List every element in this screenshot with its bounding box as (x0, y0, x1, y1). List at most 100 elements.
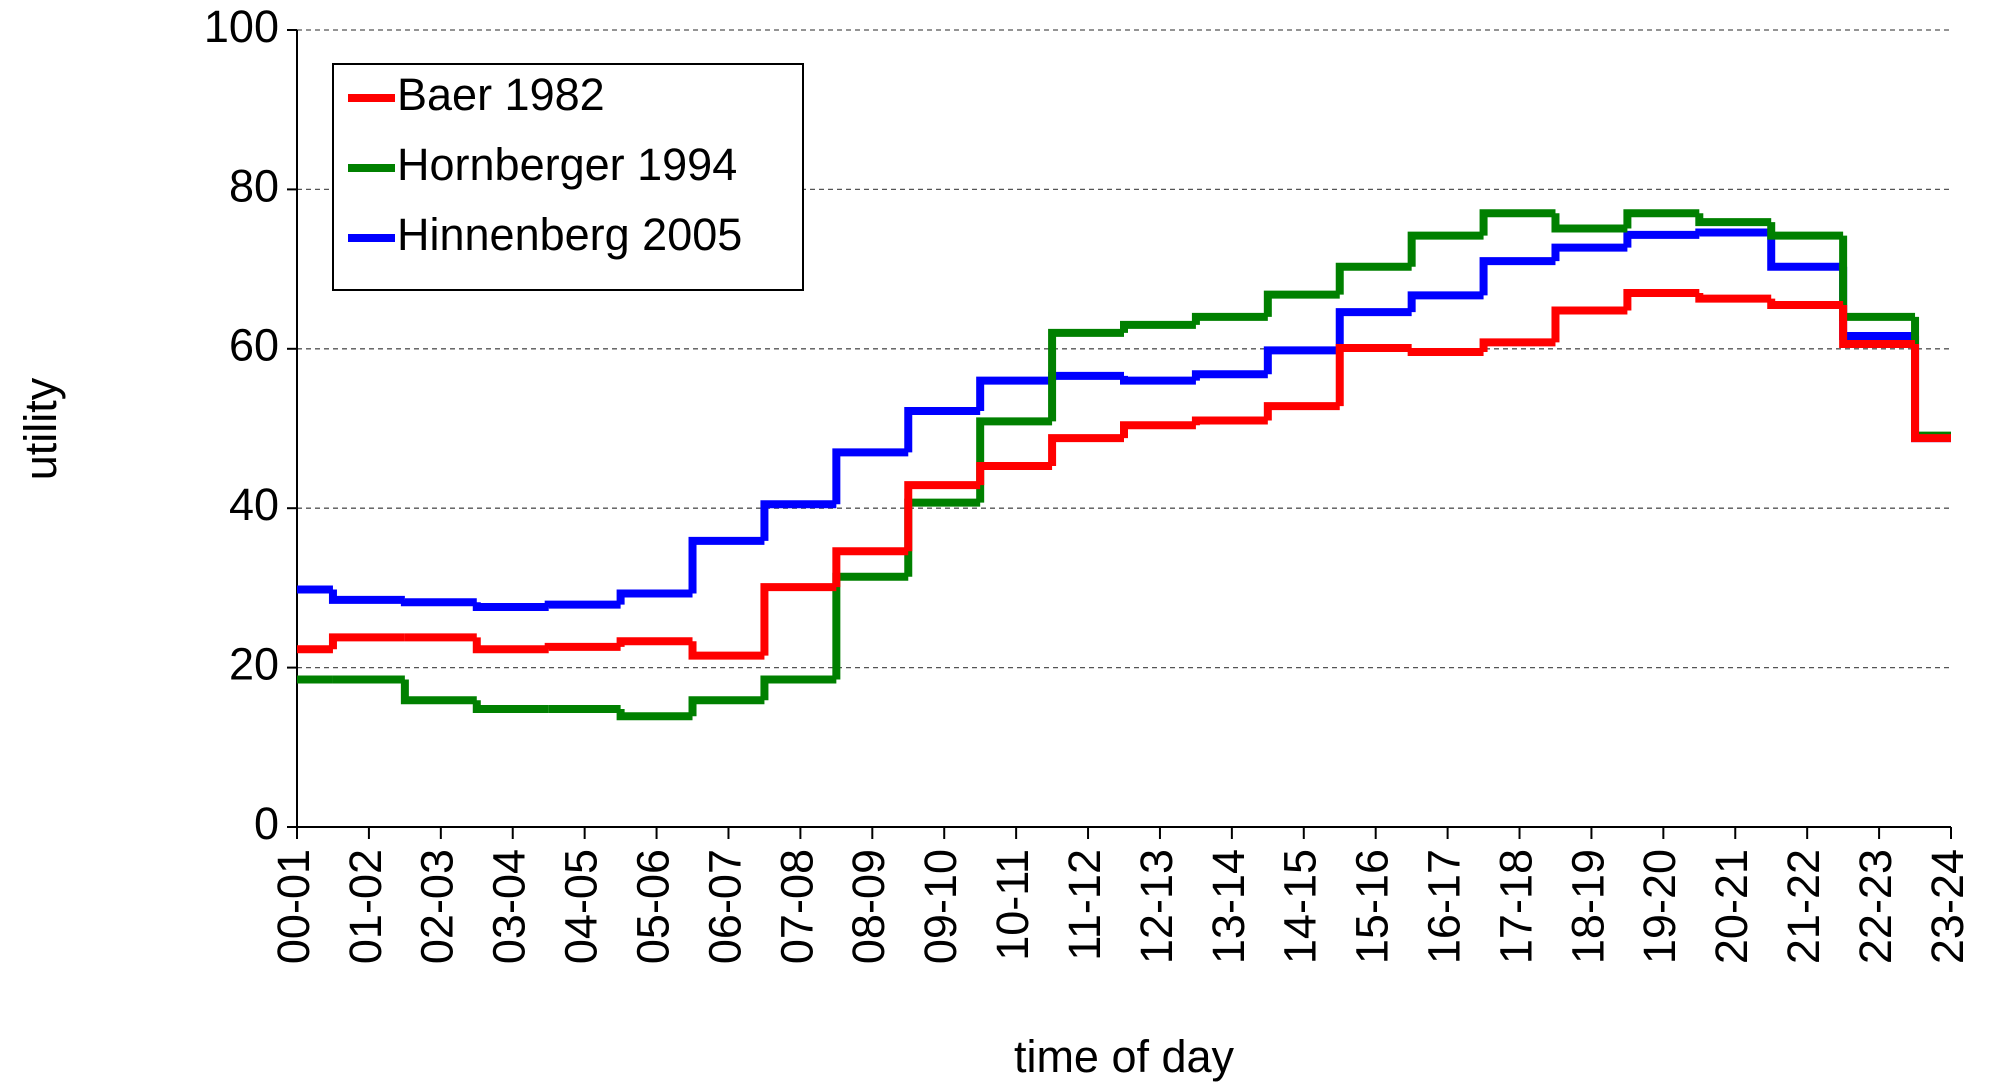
step-segment (760, 675, 837, 701)
x-tick-label: 01-02 (340, 849, 391, 964)
step-segment (1767, 298, 1844, 309)
x-tick-label: 07-08 (771, 849, 822, 964)
step-segment (976, 461, 1053, 486)
step-segment (616, 637, 693, 647)
step-segment (1911, 344, 1951, 443)
x-tick-label: 11-12 (1059, 849, 1110, 961)
step-segment (1479, 209, 1556, 236)
x-tick-label: 17-18 (1490, 849, 1541, 964)
step-segment (1695, 293, 1772, 303)
step-segment (688, 536, 765, 594)
y-tick-label: 40 (229, 479, 279, 530)
step-segment (760, 500, 837, 541)
x-tick-label: 23-24 (1922, 849, 1973, 964)
series-line (297, 289, 1951, 660)
step-segment (400, 598, 477, 607)
step-segment (472, 700, 549, 714)
x-axis-label: time of day (1014, 1031, 1235, 1082)
step-segment (616, 589, 693, 605)
step-segment (1191, 370, 1268, 381)
step-segment (1120, 421, 1196, 439)
x-tick-label: 10-11 (987, 849, 1038, 961)
step-segment (1839, 235, 1916, 321)
step-segment (400, 679, 477, 705)
x-tick-label: 12-13 (1131, 849, 1182, 964)
step-segment (1335, 344, 1412, 407)
step-segment (1695, 213, 1772, 227)
step-segment (904, 406, 981, 453)
step-segment (1407, 291, 1484, 313)
step-segment (904, 481, 981, 552)
x-tick-label: 04-05 (556, 849, 607, 964)
step-segment (1120, 320, 1196, 333)
step-segment (544, 642, 621, 651)
step-segment (328, 589, 405, 604)
x-tick-label: 08-09 (843, 849, 894, 964)
step-segment (1263, 402, 1340, 421)
step-segment (1839, 304, 1916, 349)
y-tick-label: 0 (254, 798, 279, 849)
step-segment (1048, 328, 1124, 422)
x-tick-label: 14-15 (1275, 849, 1326, 964)
step-segment (1551, 306, 1628, 343)
x-tick-label: 18-19 (1562, 849, 1613, 964)
step-segment (1623, 209, 1700, 229)
step-segment (472, 637, 549, 654)
legend-label: Hinnenberg 2005 (397, 209, 742, 260)
y-tick-label: 80 (229, 160, 279, 211)
step-segment (1911, 316, 1951, 440)
step-segment (328, 633, 405, 650)
step-segment (1767, 232, 1844, 271)
x-tick-label: 02-03 (412, 849, 463, 964)
step-segment (1767, 222, 1844, 240)
x-tick-label: 21-22 (1778, 849, 1829, 964)
step-segment (472, 602, 549, 612)
x-tick-label: 09-10 (915, 849, 966, 964)
legend-box (332, 63, 804, 291)
y-axis-label: utility (15, 377, 66, 480)
step-segment (1839, 266, 1916, 341)
step-segment (1263, 346, 1340, 375)
x-tick-label: 13-14 (1203, 849, 1254, 964)
step-segment (1263, 290, 1340, 317)
step-segment (544, 600, 621, 609)
step-segment (832, 448, 909, 505)
step-segment (1120, 375, 1196, 385)
step-segment (1695, 228, 1772, 237)
x-tick-label: 03-04 (484, 849, 535, 964)
x-tick-label: 00-01 (268, 849, 319, 964)
step-segment (1335, 308, 1412, 351)
step-segment (1335, 262, 1412, 295)
step-segment (1191, 416, 1268, 426)
x-tick-label: 16-17 (1418, 849, 1469, 964)
y-tick-label: 60 (229, 320, 279, 371)
step-segment (616, 709, 693, 721)
step-segment (1407, 347, 1484, 356)
step-segment (1479, 257, 1556, 296)
y-tick-label: 100 (204, 1, 279, 52)
step-segment (760, 583, 837, 656)
x-tick-label: 06-07 (699, 849, 750, 964)
step-segment (1623, 289, 1700, 311)
y-tick-label: 20 (229, 638, 279, 689)
step-segment (1551, 213, 1628, 233)
step-segment (1048, 434, 1124, 466)
step-segment (1623, 230, 1700, 248)
step-segment (1191, 312, 1268, 325)
x-tick-label: 20-21 (1706, 849, 1757, 964)
step-segment (976, 376, 1053, 411)
step-segment (1407, 231, 1484, 267)
legend-label: Baer 1982 (397, 69, 605, 120)
step-segment (688, 696, 765, 717)
step-segment (1911, 336, 1951, 443)
step-segment (832, 572, 909, 680)
legend-label: Hornberger 1994 (397, 139, 737, 190)
x-tick-label: 15-16 (1347, 849, 1398, 964)
step-segment (832, 547, 909, 588)
step-segment (688, 641, 765, 660)
x-tick-label: 05-06 (627, 849, 678, 964)
step-segment (1551, 243, 1628, 262)
step-segment (904, 498, 981, 577)
step-segment (1048, 371, 1124, 381)
